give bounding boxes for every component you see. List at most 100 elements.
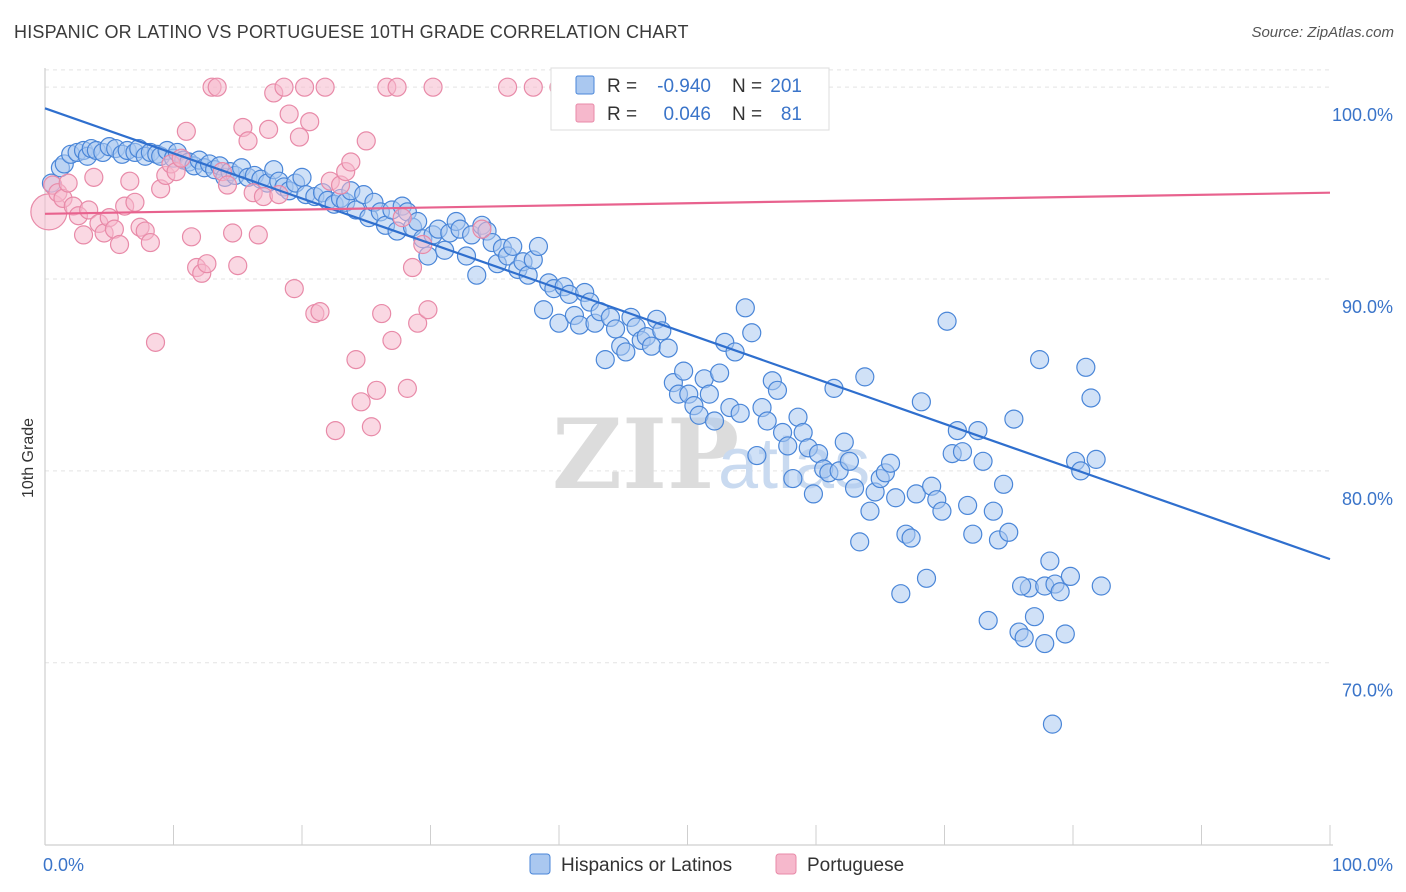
legend-swatch-pink (575, 103, 595, 123)
hispanic-point (616, 342, 636, 362)
legend-n-value: 81 (781, 104, 802, 125)
legend-r-label: R = (607, 104, 637, 125)
portuguese-point (120, 171, 140, 191)
portuguese-point (125, 192, 145, 212)
hispanic-point (783, 468, 803, 489)
portuguese-point (248, 225, 268, 245)
hispanic-point (916, 568, 937, 588)
portuguese-point (346, 350, 366, 370)
hispanic-point (549, 313, 569, 333)
hispanic-trend-line (44, 107, 1331, 561)
hispanic-point (674, 361, 694, 381)
portuguese-trend-line (44, 191, 1331, 215)
hispanic-point (886, 488, 906, 508)
portuguese-point (181, 227, 202, 247)
hispanic-point (1060, 566, 1081, 587)
hispanic-point (952, 442, 973, 462)
legend-box: R = -0.940 N = 201 R = 0.046 N = 81 (550, 67, 830, 131)
hispanic-point (1081, 388, 1101, 408)
hispanic-point (725, 342, 745, 362)
hispanic-point (1035, 633, 1055, 654)
portuguese-point (274, 77, 294, 97)
hispanic-point (1011, 576, 1032, 596)
hispanic-point (839, 451, 860, 471)
portuguese-point (418, 300, 438, 320)
hispanic-point (963, 524, 983, 544)
hispanic-point (911, 392, 931, 412)
portuguese-point (523, 77, 543, 97)
portuguese-point (408, 313, 428, 333)
y-tick-label: 90.0% (1342, 297, 1393, 317)
portuguese-point (351, 392, 371, 412)
hispanic-point (1050, 582, 1070, 602)
bottom-legend-swatch-pink (775, 853, 797, 875)
portuguese-point (223, 223, 243, 243)
hispanic-point (1040, 551, 1060, 571)
portuguese-point (423, 77, 443, 97)
hispanic-point (1029, 350, 1050, 370)
bottom-legend-swatch-blue (529, 853, 551, 875)
portuguese-point (289, 127, 310, 147)
hispanic-point (1055, 624, 1075, 644)
hispanic-point (1004, 409, 1024, 429)
legend-r-value: -0.940 (657, 76, 711, 97)
portuguese-point (382, 330, 402, 351)
x-tick-label: 100.0% (1332, 855, 1393, 875)
hispanic-point (901, 528, 921, 548)
portuguese-point (228, 256, 248, 276)
portuguese-point (392, 208, 412, 228)
hispanic-point (704, 411, 725, 431)
hispanic-point (742, 323, 762, 343)
portuguese-point (397, 378, 417, 398)
portuguese-point (140, 232, 160, 253)
x-tick-label: 0.0% (43, 855, 84, 875)
y-tick-label: 100.0% (1332, 105, 1393, 125)
portuguese-point (300, 112, 320, 132)
data-points (30, 77, 1111, 734)
hispanic-point (932, 501, 952, 521)
portuguese-point (284, 279, 304, 299)
hispanic-point (641, 336, 662, 356)
portuguese-point (372, 303, 392, 324)
hispanic-point (994, 474, 1014, 494)
legend-swatch-blue (575, 75, 595, 95)
legend-n-label: N = (732, 104, 762, 125)
hispanic-point (983, 501, 1003, 521)
portuguese-point (402, 257, 423, 278)
portuguese-point (361, 417, 381, 437)
portuguese-point (145, 332, 166, 352)
hispanic-point (973, 451, 993, 471)
hispanic-point (1014, 628, 1034, 648)
hispanic-point (999, 522, 1019, 542)
hispanic-point (1024, 607, 1045, 627)
portuguese-point (294, 77, 315, 97)
hispanic-point (730, 403, 750, 423)
portuguese-point (84, 167, 104, 187)
portuguese-point (279, 104, 299, 124)
hispanic-point (757, 411, 777, 431)
hispanic-point (1042, 714, 1063, 734)
bottom-legend: Hispanics or Latinos Portuguese (529, 853, 904, 876)
hispanic-point (906, 484, 926, 504)
portuguese-point (325, 421, 346, 441)
hispanic-point (710, 363, 730, 383)
chart-source: Source: ZipAtlas.com (1251, 24, 1394, 41)
portuguese-point (356, 131, 376, 151)
hispanic-point (1076, 357, 1096, 377)
portuguese-point (217, 175, 238, 195)
hispanic-point (699, 384, 719, 404)
hispanic-point (803, 484, 824, 504)
hispanic-point (778, 436, 798, 456)
trend-lines (44, 107, 1331, 561)
chart-title: HISPANIC OR LATINO VS PORTUGUESE 10TH GR… (14, 22, 689, 42)
hispanic-point (658, 338, 678, 358)
portuguese-point (498, 77, 518, 97)
hispanic-point (595, 350, 615, 370)
portuguese-point (366, 380, 387, 400)
hispanic-point (891, 584, 911, 604)
portuguese-point (472, 219, 492, 239)
portuguese-point (58, 173, 78, 193)
portuguese-point (207, 77, 227, 97)
legend-r-label: R = (607, 76, 637, 97)
